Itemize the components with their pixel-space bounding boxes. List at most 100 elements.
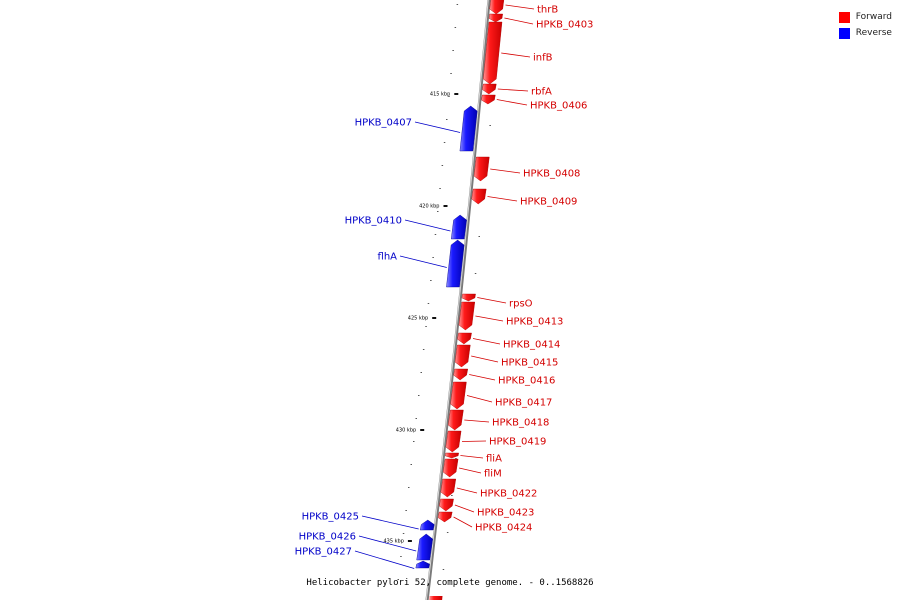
gene-label-hpkb-0426[interactable]: HPKB_0426 — [299, 532, 356, 543]
leader-line-hpkb-0408 — [490, 168, 521, 174]
major-tick — [443, 205, 448, 207]
minor-tick — [427, 303, 430, 304]
gene-hpkb-0410[interactable] — [450, 214, 467, 240]
gene-hpkb-0408[interactable] — [473, 156, 490, 182]
gene-flia[interactable] — [444, 452, 459, 459]
gene-label-rpso[interactable]: rpsO — [509, 299, 533, 310]
leader-line-thrb — [505, 4, 535, 10]
minor-tick — [425, 326, 427, 327]
gene-hpkb-0422[interactable] — [440, 478, 457, 498]
minor-tick — [474, 273, 477, 274]
gene-hpkb-0416[interactable] — [453, 368, 469, 381]
gene-hpkb-0427[interactable] — [415, 560, 430, 569]
minor-tick — [400, 556, 402, 557]
gene-partial-bottom[interactable] — [429, 596, 443, 600]
gene-hpkb-0415[interactable] — [454, 344, 471, 368]
gene-rpso[interactable] — [461, 293, 476, 302]
minor-tick — [439, 188, 441, 189]
gene-hpkb-0418[interactable] — [447, 409, 464, 431]
gene-label-hpkb-0423[interactable]: HPKB_0423 — [477, 508, 534, 519]
genome-backbone — [425, 0, 491, 600]
minor-tick — [450, 73, 452, 74]
gene-label-hpkb-0422[interactable]: HPKB_0422 — [480, 489, 537, 500]
gene-hpkb-0403[interactable] — [488, 13, 503, 23]
leader-line-hpkb-0406 — [496, 99, 528, 106]
gene-label-infb[interactable]: infB — [533, 53, 553, 64]
leader-line-rbfa — [497, 88, 529, 92]
gene-label-thrb[interactable]: thrB — [537, 5, 558, 16]
leader-line-rpso — [477, 297, 507, 304]
backbone-highlight — [425, 0, 489, 600]
minor-tick — [434, 234, 437, 235]
gene-hpkb-0425[interactable] — [419, 519, 435, 531]
gene-flha[interactable] — [446, 239, 465, 288]
gene-label-hpkb-0425[interactable]: HPKB_0425 — [302, 512, 359, 523]
leader-line-hpkb-0414 — [472, 338, 501, 345]
gene-label-hpkb-0414[interactable]: HPKB_0414 — [503, 340, 560, 351]
leader-line-hpkb-0409 — [487, 196, 518, 202]
gene-hpkb-0419[interactable] — [445, 430, 462, 453]
leader-line-hpkb-0417 — [466, 395, 493, 403]
minor-tick — [402, 533, 405, 534]
minor-tick — [442, 569, 445, 570]
gene-flim[interactable] — [442, 458, 459, 478]
leader-line-hpkb-0419 — [461, 440, 487, 442]
gene-hpkb-0417[interactable] — [450, 381, 467, 410]
leader-line-flim — [459, 467, 482, 474]
minor-tick — [452, 50, 454, 51]
gene-hpkb-0414[interactable] — [457, 332, 472, 345]
gene-label-rbfa[interactable]: rbfA — [531, 87, 552, 98]
minor-tick — [456, 4, 459, 5]
gene-label-hpkb-0424[interactable]: HPKB_0424 — [475, 523, 532, 534]
gene-label-hpkb-0417[interactable]: HPKB_0417 — [495, 398, 552, 409]
tick-label: 430 kbp — [396, 428, 416, 434]
gene-hpkb-0413[interactable] — [458, 301, 476, 331]
gene-infb[interactable] — [483, 21, 503, 85]
major-tick — [432, 317, 437, 319]
gene-hpkb-0406[interactable] — [481, 94, 496, 105]
minor-tick — [397, 579, 399, 580]
minor-tick — [420, 372, 422, 373]
gene-label-flha[interactable]: flhA — [378, 252, 398, 263]
major-tick — [454, 93, 459, 95]
minor-tick — [418, 395, 420, 396]
gene-label-hpkb-0409[interactable]: HPKB_0409 — [520, 197, 577, 208]
minor-tick — [430, 280, 432, 281]
gene-label-hpkb-0407[interactable]: HPKB_0407 — [355, 118, 412, 129]
major-tick — [420, 429, 425, 431]
gene-thrb[interactable] — [489, 0, 505, 15]
gene-label-hpkb-0419[interactable]: HPKB_0419 — [489, 437, 546, 448]
gene-hpkb-0409[interactable] — [471, 188, 487, 205]
gene-label-flim[interactable]: fliM — [484, 469, 502, 480]
leader-line-hpkb-0415 — [471, 355, 499, 363]
gene-label-hpkb-0403[interactable]: HPKB_0403 — [536, 20, 593, 31]
minor-tick — [446, 119, 448, 120]
leader-line-hpkb-0416 — [469, 374, 496, 381]
gene-label-hpkb-0418[interactable]: HPKB_0418 — [492, 418, 549, 429]
gene-hpkb-0424[interactable] — [437, 511, 453, 523]
leader-line-flha — [399, 255, 447, 268]
minor-tick — [448, 96, 450, 97]
reverse-swatch — [838, 27, 850, 39]
gene-label-hpkb-0408[interactable]: HPKB_0408 — [523, 169, 580, 180]
gene-label-hpkb-0413[interactable]: HPKB_0413 — [506, 317, 563, 328]
genome-caption: Helicobacter pylori 52, complete genome.… — [306, 578, 594, 588]
leader-line-hpkb-0422 — [456, 487, 478, 494]
gene-hpkb-0423[interactable] — [439, 498, 454, 512]
gene-label-hpkb-0416[interactable]: HPKB_0416 — [498, 376, 555, 387]
gene-label-hpkb-0415[interactable]: HPKB_0415 — [501, 358, 558, 369]
leader-line-hpkb-0427 — [354, 550, 415, 569]
gene-label-hpkb-0410[interactable]: HPKB_0410 — [345, 216, 402, 227]
gene-label-hpkb-0406[interactable]: HPKB_0406 — [530, 101, 587, 112]
gene-rbfa[interactable] — [482, 83, 497, 95]
minor-tick — [478, 236, 480, 237]
leader-line-hpkb-0425 — [361, 515, 419, 530]
gene-label-flia[interactable]: fliA — [486, 454, 502, 465]
gene-label-hpkb-0427[interactable]: HPKB_0427 — [295, 547, 352, 558]
minor-tick — [489, 125, 491, 126]
minor-tick — [443, 142, 446, 143]
gene-hpkb-0407[interactable] — [459, 105, 478, 152]
minor-tick — [455, 458, 457, 459]
gene-hpkb-0426[interactable] — [416, 533, 433, 561]
leader-line-hpkb-0413 — [475, 315, 504, 322]
